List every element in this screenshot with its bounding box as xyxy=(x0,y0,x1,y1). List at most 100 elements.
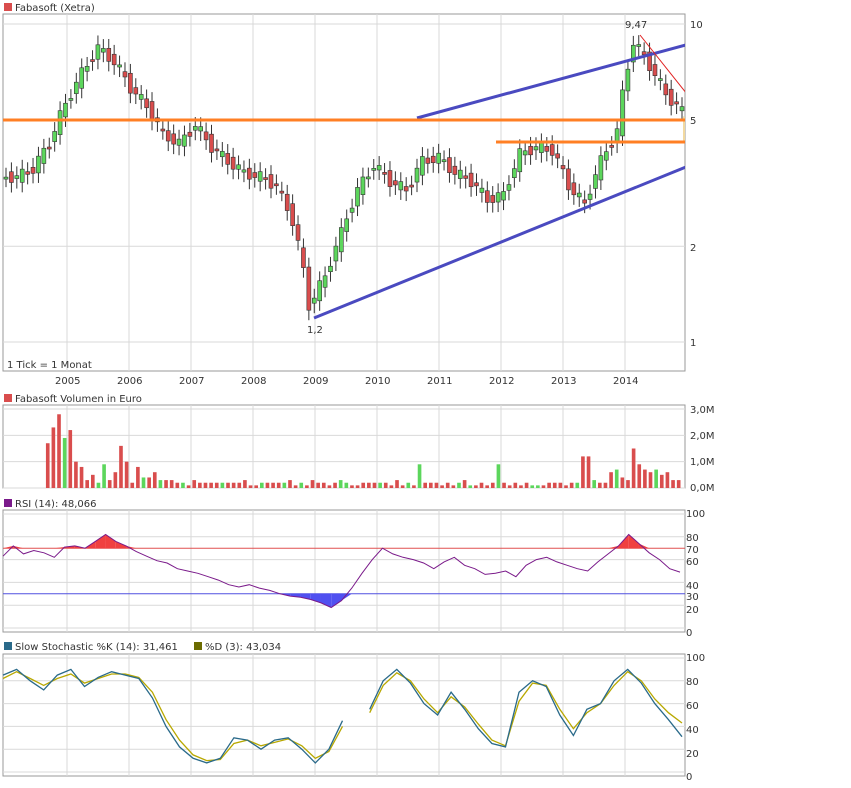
channel-upper-line xyxy=(416,43,685,120)
candle-body xyxy=(36,155,41,174)
volume-bar xyxy=(490,482,495,488)
volume-bar xyxy=(310,480,315,488)
volume-bar xyxy=(198,482,202,488)
candle-body xyxy=(512,168,517,178)
candle-body xyxy=(84,66,90,72)
candle-body xyxy=(663,83,669,96)
candle-body xyxy=(214,148,220,152)
volume-bar xyxy=(502,482,506,488)
candle-body xyxy=(441,159,447,163)
volume-bar xyxy=(361,482,366,488)
volume-bar xyxy=(558,482,563,488)
candle-body xyxy=(52,131,57,142)
volume-bar xyxy=(350,485,354,488)
candle-body xyxy=(160,128,166,132)
volume-bar xyxy=(220,482,225,488)
volume-ytick-1: 1,0M xyxy=(690,457,715,468)
candle-body xyxy=(101,48,106,53)
volume-ytick-0: 0,0M xyxy=(690,483,715,494)
candle-body xyxy=(46,146,52,150)
candle-body xyxy=(555,153,560,159)
xtick-2008: 2008 xyxy=(241,376,266,387)
candle-body xyxy=(658,78,663,81)
volume-bar xyxy=(383,482,388,488)
volume-bar xyxy=(637,464,642,488)
volume-bar xyxy=(321,482,326,488)
candle-body xyxy=(257,171,263,182)
candle-body xyxy=(9,171,14,183)
volume-bar xyxy=(536,485,540,488)
rsi-oversold-fill xyxy=(331,593,342,608)
candle-body xyxy=(382,172,387,175)
stoch-d-line xyxy=(2,670,683,762)
rsi-line xyxy=(2,533,681,609)
stoch-panel xyxy=(2,653,686,777)
rsi-ytick-60: 60 xyxy=(686,557,699,568)
candle-body xyxy=(387,170,393,187)
rsi-panel xyxy=(2,509,686,633)
volume-bar xyxy=(152,472,157,488)
candle-body xyxy=(230,156,236,170)
volume-bar xyxy=(631,448,636,488)
candle-body xyxy=(447,157,452,173)
volume-bar xyxy=(338,480,343,488)
volume-bar xyxy=(141,477,146,488)
candle-body xyxy=(19,168,25,183)
volume-bar xyxy=(271,482,275,488)
volume-bar xyxy=(496,464,501,488)
stoch-ytick-0: 0 xyxy=(686,772,692,783)
volume-bar xyxy=(231,482,236,488)
candle-body xyxy=(187,131,193,137)
volume-bar xyxy=(479,482,484,488)
volume-bar xyxy=(169,480,174,488)
candle-body xyxy=(598,155,604,181)
rsi-overbought-fill xyxy=(105,534,116,549)
candle-body xyxy=(366,176,371,180)
volume-bar xyxy=(299,482,304,488)
volume-bar xyxy=(96,482,101,488)
volume-bar xyxy=(412,485,416,488)
volume-bar xyxy=(575,482,580,488)
stoch-ytick-100: 100 xyxy=(686,653,705,664)
low-label: 1,2 xyxy=(307,325,323,336)
candle-body xyxy=(517,148,523,173)
volume-bar xyxy=(586,456,591,488)
candle-body xyxy=(117,64,122,68)
volume-bar xyxy=(209,482,213,488)
candle-body xyxy=(468,172,474,188)
candle-body xyxy=(165,130,171,142)
candle-body xyxy=(490,195,496,203)
candle-body xyxy=(182,134,187,147)
candle-body xyxy=(582,199,587,204)
candle-body xyxy=(247,167,252,180)
volume-bar xyxy=(333,482,337,488)
candle-body xyxy=(225,153,231,165)
volume-bar xyxy=(519,485,523,488)
rsi-oversold-fill xyxy=(341,593,352,601)
candle-body xyxy=(14,175,20,179)
volume-bar xyxy=(614,469,619,488)
rsi-legend: RSI (14): 48,066 xyxy=(15,499,97,510)
candle-body xyxy=(485,190,490,203)
candle-body xyxy=(176,138,182,146)
rsi-ytick-100: 100 xyxy=(686,509,705,520)
volume-bar xyxy=(102,464,106,488)
volume-bar xyxy=(372,482,377,488)
candle-body xyxy=(495,192,501,203)
volume-bar xyxy=(158,480,163,488)
volume-bar xyxy=(265,482,270,488)
candle-body xyxy=(3,176,9,180)
candle-body xyxy=(209,133,214,153)
candle-body xyxy=(603,151,609,161)
volume-bar xyxy=(378,482,382,488)
candle-body xyxy=(636,44,642,47)
candle-body xyxy=(479,187,485,193)
candle-body xyxy=(425,157,431,164)
candle-body xyxy=(128,72,133,94)
volume-bar xyxy=(648,472,653,488)
highlight-area xyxy=(683,116,685,142)
volume-bar xyxy=(552,482,557,488)
volume-bar xyxy=(609,472,613,488)
